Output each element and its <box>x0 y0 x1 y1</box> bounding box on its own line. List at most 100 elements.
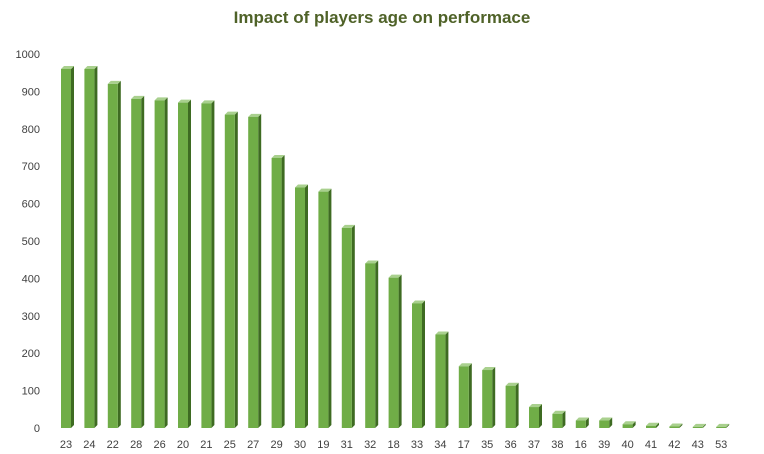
bar-side <box>234 111 238 428</box>
x-tick-label: 16 <box>575 439 587 451</box>
bar-side <box>609 417 613 428</box>
x-tick-label: 18 <box>387 439 399 451</box>
bar-side <box>515 382 519 428</box>
bar-top <box>435 331 449 335</box>
bar-front <box>61 68 71 429</box>
bar-front <box>201 103 212 429</box>
y-tick-label: 300 <box>22 311 40 323</box>
bar <box>529 404 542 428</box>
x-axis: 23 24 22 28 26 20 21 25 27 29 30 19 31 32 18 33 34 17 35 36… <box>60 439 727 451</box>
bar <box>318 188 332 428</box>
bar <box>107 80 121 429</box>
bar-front <box>154 100 165 428</box>
bar-front <box>435 334 446 428</box>
bar-front <box>341 227 352 428</box>
bar <box>599 417 613 428</box>
bar <box>505 382 519 428</box>
bar-front <box>482 370 493 428</box>
x-tick-label: 23 <box>60 439 72 451</box>
bar <box>622 421 636 428</box>
bar <box>341 224 355 428</box>
bar-side <box>702 423 706 428</box>
bar-top <box>178 99 191 103</box>
x-tick-label: 43 <box>692 439 704 451</box>
bar-front <box>575 420 586 428</box>
bar-side <box>562 410 566 428</box>
x-tick-label: 17 <box>458 439 470 451</box>
y-axis: 0 100 200 300 400 500 600 700 800 900 1000 <box>16 49 40 435</box>
bar-top <box>692 423 706 427</box>
bar-side <box>141 95 145 428</box>
bar-front <box>388 277 399 428</box>
bar-top <box>482 367 496 371</box>
x-tick-label: 41 <box>645 439 657 451</box>
bar <box>131 95 145 428</box>
bar-top <box>552 410 566 414</box>
bar-side <box>258 113 262 428</box>
y-tick-label: 500 <box>22 236 40 248</box>
y-tick-label: 200 <box>22 348 40 360</box>
bar-side <box>117 80 121 429</box>
bar-top <box>295 184 308 188</box>
x-tick-label: 22 <box>107 439 119 451</box>
bar-top <box>716 423 730 427</box>
bar-side <box>211 100 215 429</box>
bar-front <box>295 187 305 428</box>
bar-top <box>599 417 613 421</box>
bar-top <box>248 113 262 117</box>
bar-top <box>646 422 659 426</box>
bar-side <box>188 99 191 429</box>
bar <box>716 423 730 428</box>
x-tick-label: 29 <box>270 439 282 451</box>
x-tick-label: 37 <box>528 439 540 451</box>
bar <box>248 113 262 428</box>
bar-top <box>575 417 589 421</box>
bar-front <box>131 98 142 428</box>
bar-front <box>529 407 539 428</box>
bar-top <box>458 363 472 367</box>
bar-top <box>529 404 542 408</box>
bar-top <box>318 188 332 192</box>
x-tick-label: 33 <box>411 439 423 451</box>
bar-top <box>131 95 145 99</box>
bar-top <box>201 100 215 104</box>
bar <box>295 184 308 428</box>
bar-side <box>71 65 74 429</box>
x-tick-label: 24 <box>83 439 95 451</box>
x-tick-label: 28 <box>130 439 142 451</box>
bar-front <box>271 157 282 429</box>
bar-top <box>224 111 238 115</box>
x-tick-label: 35 <box>481 439 493 451</box>
bar <box>646 422 659 428</box>
bar <box>388 274 402 428</box>
bar-side <box>679 423 683 428</box>
x-tick-label: 34 <box>434 439 446 451</box>
x-tick-label: 39 <box>598 439 610 451</box>
x-tick-label: 31 <box>341 439 353 451</box>
x-tick-label: 42 <box>668 439 680 451</box>
bar-side <box>328 188 332 428</box>
x-tick-label: 36 <box>504 439 516 451</box>
bar-side <box>539 404 542 428</box>
y-tick-label: 700 <box>22 161 40 173</box>
bar-top <box>622 421 636 425</box>
x-tick-label: 38 <box>551 439 563 451</box>
bar-top <box>388 274 402 278</box>
y-tick-label: 600 <box>22 199 40 211</box>
bar-top <box>61 65 74 69</box>
bar-front <box>646 425 656 428</box>
bar-side <box>305 184 308 428</box>
bar <box>482 367 496 428</box>
bar-side <box>585 417 589 428</box>
bar-front <box>107 83 118 429</box>
bar-side <box>656 422 659 428</box>
x-tick-label: 20 <box>177 439 189 451</box>
bar-side <box>398 274 402 428</box>
bar <box>435 331 449 428</box>
bar-front <box>669 426 680 428</box>
bar-front <box>505 385 516 428</box>
bar-front <box>84 68 95 429</box>
bar-top <box>669 423 683 427</box>
bar-front <box>318 191 329 428</box>
bar-side <box>422 300 425 428</box>
